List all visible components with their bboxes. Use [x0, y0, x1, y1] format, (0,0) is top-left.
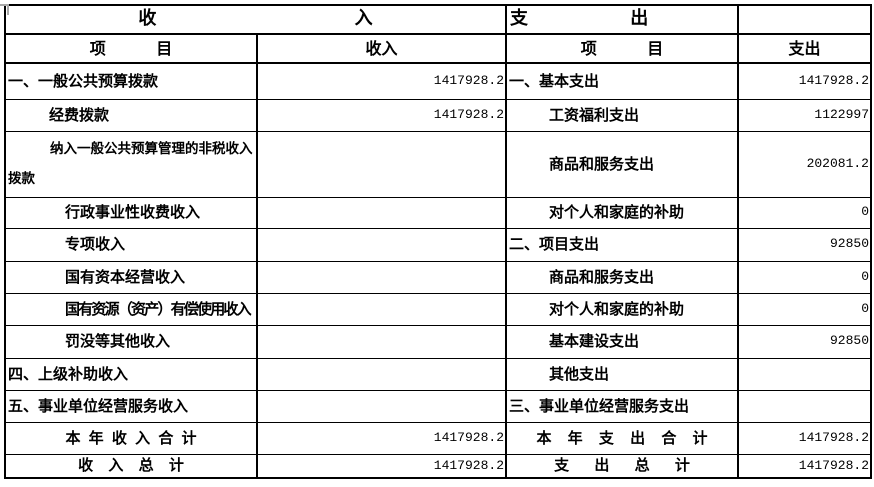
expense-amount-cell: 92850 — [737, 227, 872, 262]
expense-header-spacer-cell — [737, 4, 872, 35]
income-item-cell: 国有资本经营收入 — [4, 260, 258, 294]
income-item-cell: 罚没等其他收入 — [4, 324, 258, 359]
expense-amount-cell: 1417928.2 — [737, 62, 872, 100]
income-item-column-header: 项 目 — [4, 33, 258, 64]
expense-total-label-cell: 本 年 支 出 合 计 — [505, 421, 739, 455]
column-header-row: 项 目 收入 项 目 支出 — [4, 33, 872, 64]
expense-amount-cell: 1122997 — [737, 98, 872, 132]
expense-grand-total-amount-cell: 1417928.2 — [737, 453, 872, 479]
expense-item-cell: 三、事业单位经营服务支出 — [505, 389, 739, 423]
income-amount-cell — [256, 260, 507, 294]
income-amount-cell — [256, 130, 507, 198]
expense-amount-cell: 0 — [737, 292, 872, 326]
expense-item-cell: 商品和服务支出 — [505, 130, 739, 198]
income-amount-cell — [256, 196, 507, 229]
income-amount-cell: 1417928.2 — [256, 98, 507, 132]
expense-item-cell: 对个人和家庭的补助 — [505, 292, 739, 326]
table-row: 四、上级补助收入 其他支出 — [4, 357, 872, 391]
expense-amount-cell: 202081.2 — [737, 130, 872, 198]
income-amount-cell — [256, 324, 507, 359]
expense-item-cell: 基本建设支出 — [505, 324, 739, 359]
expense-item-column-header: 项 目 — [505, 33, 739, 64]
expense-amount-cell — [737, 357, 872, 391]
income-amount-cell: 1417928.2 — [256, 62, 507, 100]
income-item-cell: 一、一般公共预算拨款 — [4, 62, 258, 100]
expense-item-cell: 二、项目支出 — [505, 227, 739, 262]
income-grand-total-amount-cell: 1417928.2 — [256, 453, 507, 479]
expense-amount-cell: 0 — [737, 196, 872, 229]
income-item-cell: 经费拨款 — [4, 98, 258, 132]
table-row: 本 年 收 入 合 计 1417928.2 本 年 支 出 合 计 141792… — [4, 421, 872, 455]
table-row: 罚没等其他收入 基本建设支出 92850 — [4, 324, 872, 359]
income-item-cell: 国有资源（资产）有偿使用收入 — [4, 292, 258, 326]
expense-item-cell: 一、基本支出 — [505, 62, 739, 100]
income-item-cell: 四、上级补助收入 — [4, 357, 258, 391]
table-row: 行政事业性收费收入 对个人和家庭的补助 0 — [4, 196, 872, 229]
expense-section-header: 支 出 — [505, 4, 739, 35]
table-row: 国有资本经营收入 商品和服务支出 0 — [4, 260, 872, 294]
income-amount-cell — [256, 292, 507, 326]
table-row: 五、事业单位经营服务收入 三、事业单位经营服务支出 — [4, 389, 872, 423]
income-total-label-cell: 本 年 收 入 合 计 — [4, 421, 258, 455]
expense-amount-cell: 0 — [737, 260, 872, 294]
income-item-cell: 五、事业单位经营服务收入 — [4, 389, 258, 423]
expense-amount-cell — [737, 389, 872, 423]
income-item-cell: 行政事业性收费收入 — [4, 196, 258, 229]
table-row: 一、一般公共预算拨款 1417928.2 一、基本支出 1417928.2 — [4, 62, 872, 100]
table-row: 国有资源（资产）有偿使用收入 对个人和家庭的补助 0 — [4, 292, 872, 326]
budget-income-expense-table: 收 入 支 出 项 目 收入 项 目 支出 一、一般公共预算拨款 1417928… — [4, 4, 872, 479]
table-row: 纳入一般公共预算管理的非税收入拨款 商品和服务支出 202081.2 — [4, 130, 872, 198]
income-item-cell: 专项收入 — [4, 227, 258, 262]
expense-amount-cell: 92850 — [737, 324, 872, 359]
income-amount-cell — [256, 227, 507, 262]
income-section-header: 收 入 — [4, 4, 507, 35]
expense-item-cell: 其他支出 — [505, 357, 739, 391]
expense-total-amount-cell: 1417928.2 — [737, 421, 872, 455]
expense-grand-total-label-cell: 支 出 总 计 — [505, 453, 739, 479]
income-amount-column-header: 收入 — [256, 33, 507, 64]
expense-item-cell: 商品和服务支出 — [505, 260, 739, 294]
expense-amount-column-header: 支出 — [737, 33, 872, 64]
table-row: 收 入 总 计 1417928.2 支 出 总 计 1417928.2 — [4, 453, 872, 479]
table-row: 专项收入 二、项目支出 92850 — [4, 227, 872, 262]
section-header-row: 收 入 支 出 — [4, 4, 872, 35]
expense-item-cell: 对个人和家庭的补助 — [505, 196, 739, 229]
income-amount-cell — [256, 357, 507, 391]
income-amount-cell — [256, 389, 507, 423]
table-anchor-mark — [0, 4, 9, 15]
income-grand-total-label-cell: 收 入 总 计 — [4, 453, 258, 479]
expense-item-cell: 工资福利支出 — [505, 98, 739, 132]
income-total-amount-cell: 1417928.2 — [256, 421, 507, 455]
income-item-cell: 纳入一般公共预算管理的非税收入拨款 — [4, 130, 258, 198]
table-row: 经费拨款 1417928.2 工资福利支出 1122997 — [4, 98, 872, 132]
